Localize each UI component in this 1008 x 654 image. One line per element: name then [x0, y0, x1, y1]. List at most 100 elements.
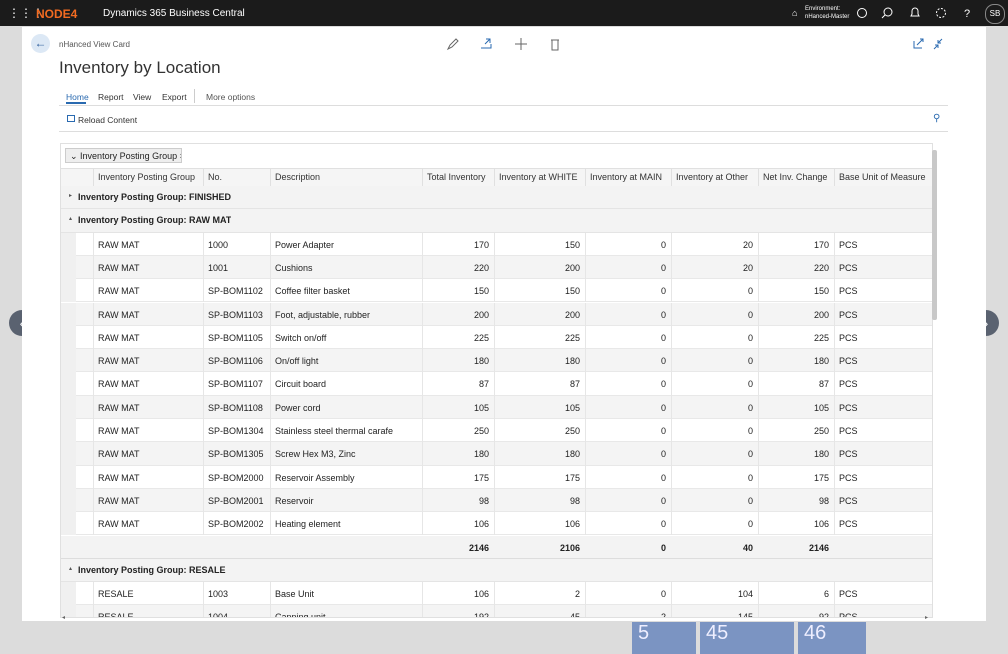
more-options[interactable]: More options: [206, 92, 256, 102]
cell: Circuit board: [270, 372, 422, 396]
cell: Screw Hex M3, Zinc: [270, 442, 422, 466]
waffle[interactable]: ⋮⋮⋮: [8, 6, 44, 20]
window-actions[interactable]: [912, 37, 946, 51]
row: [61, 442, 932, 466]
cell: PCS: [834, 255, 931, 280]
cell: 200: [422, 302, 494, 326]
group-label[interactable]: Inventory Posting Group: RESALE: [78, 565, 226, 575]
cell: 180: [422, 349, 494, 373]
row-margin: [61, 582, 76, 606]
row-margin: [61, 465, 76, 489]
scroll-right[interactable]: ▸: [925, 615, 929, 621]
cell: 0: [585, 419, 671, 443]
tab[interactable]: Home: [66, 92, 89, 102]
row-margin: [61, 349, 76, 373]
tab[interactable]: Report: [98, 92, 124, 102]
cell: PCS: [834, 582, 931, 606]
env-name: nHanced-Master: [805, 14, 850, 20]
row: [61, 325, 932, 350]
cell: PCS: [834, 302, 931, 326]
cell: SP-BOM1304: [203, 419, 270, 443]
cell: SP-BOM1106: [203, 349, 270, 373]
cell: PCS: [834, 372, 931, 396]
cell: 145: [671, 605, 758, 617]
row-margin: [61, 325, 76, 350]
cell: 180: [494, 442, 585, 466]
card-actions[interactable]: [445, 36, 565, 52]
pin-icon[interactable]: ⚲: [933, 113, 941, 124]
cell: 0: [671, 395, 758, 419]
cell: 0: [671, 465, 758, 489]
cell: Coffee filter basket: [270, 279, 422, 303]
group-label[interactable]: Inventory Posting Group: FINISHED: [78, 193, 232, 202]
cell: 0: [585, 279, 671, 303]
cell: 150: [758, 279, 834, 303]
cell: Reservoir: [270, 488, 422, 513]
cell: 225: [422, 325, 494, 350]
row-margin: [61, 488, 76, 513]
row: [61, 395, 932, 419]
app-name: Dynamics 365 Business Central: [103, 8, 245, 19]
cell: 192: [422, 605, 494, 617]
total-cell: 40: [742, 542, 753, 553]
group-row: [61, 209, 932, 233]
tab[interactable]: Export: [162, 92, 187, 102]
cell: SP-BOM2001: [203, 488, 270, 513]
cell: 180: [494, 349, 585, 373]
cell: 0: [671, 372, 758, 396]
row-margin: [61, 302, 76, 326]
cell: 0: [585, 465, 671, 489]
row: [61, 302, 932, 326]
back-button[interactable]: ←: [31, 34, 50, 53]
group-label[interactable]: Inventory Posting Group: RAW MAT: [78, 216, 232, 226]
row-margin: [61, 419, 76, 443]
cell: 180: [758, 349, 834, 373]
avatar[interactable]: SB: [985, 4, 1005, 24]
cell: RAW MAT: [93, 419, 203, 443]
column-header: Inventory Posting Group: [93, 168, 203, 186]
cell: 87: [758, 372, 834, 396]
grid: ⌄ Inventory Posting Group ×Inventory Pos…: [60, 143, 933, 618]
divider: [59, 105, 948, 106]
top-icons[interactable]: ?: [855, 6, 980, 20]
scrollbar[interactable]: [932, 150, 937, 320]
cell: 220: [422, 255, 494, 280]
cell: 105: [494, 395, 585, 419]
reload-icon: [67, 115, 75, 122]
scroll-left[interactable]: ◂: [62, 615, 66, 621]
row: [61, 605, 932, 617]
cell: 0: [671, 419, 758, 443]
cell: 175: [422, 465, 494, 489]
cell: 150: [494, 232, 585, 256]
cell: 98: [758, 488, 834, 513]
cell: PCS: [834, 419, 931, 443]
separator: [194, 89, 195, 103]
top-bar: ⋮⋮⋮ NODE4 Dynamics 365 Business Central …: [0, 0, 1008, 26]
total-cell: 0: [660, 542, 666, 553]
cell: 104: [671, 582, 758, 606]
tab[interactable]: View: [133, 92, 152, 102]
cell: 0: [585, 349, 671, 373]
group-row: [61, 186, 932, 210]
cell: 0: [671, 302, 758, 326]
cell: SP-BOM1107: [203, 372, 270, 396]
total-cell: 2146: [808, 542, 829, 553]
cell: 150: [494, 279, 585, 303]
cell: Foot, adjustable, rubber: [270, 302, 422, 326]
reload-button[interactable]: Reload Content: [78, 115, 138, 125]
cell: 20: [671, 255, 758, 280]
row: [61, 279, 932, 303]
cell: 0: [671, 349, 758, 373]
cell: 106: [494, 512, 585, 536]
divider: [59, 131, 948, 132]
cell: Base Unit: [270, 582, 422, 606]
column-header: Net Inv. Change: [758, 168, 834, 186]
cell: SP-BOM1305: [203, 442, 270, 466]
expander: ▴: [69, 565, 73, 572]
cell: RESALE: [93, 605, 203, 617]
cell: PCS: [834, 465, 931, 489]
column-header: Inventory at MAIN: [585, 168, 671, 186]
cell: PCS: [834, 232, 931, 256]
cell: Heating element: [270, 512, 422, 536]
